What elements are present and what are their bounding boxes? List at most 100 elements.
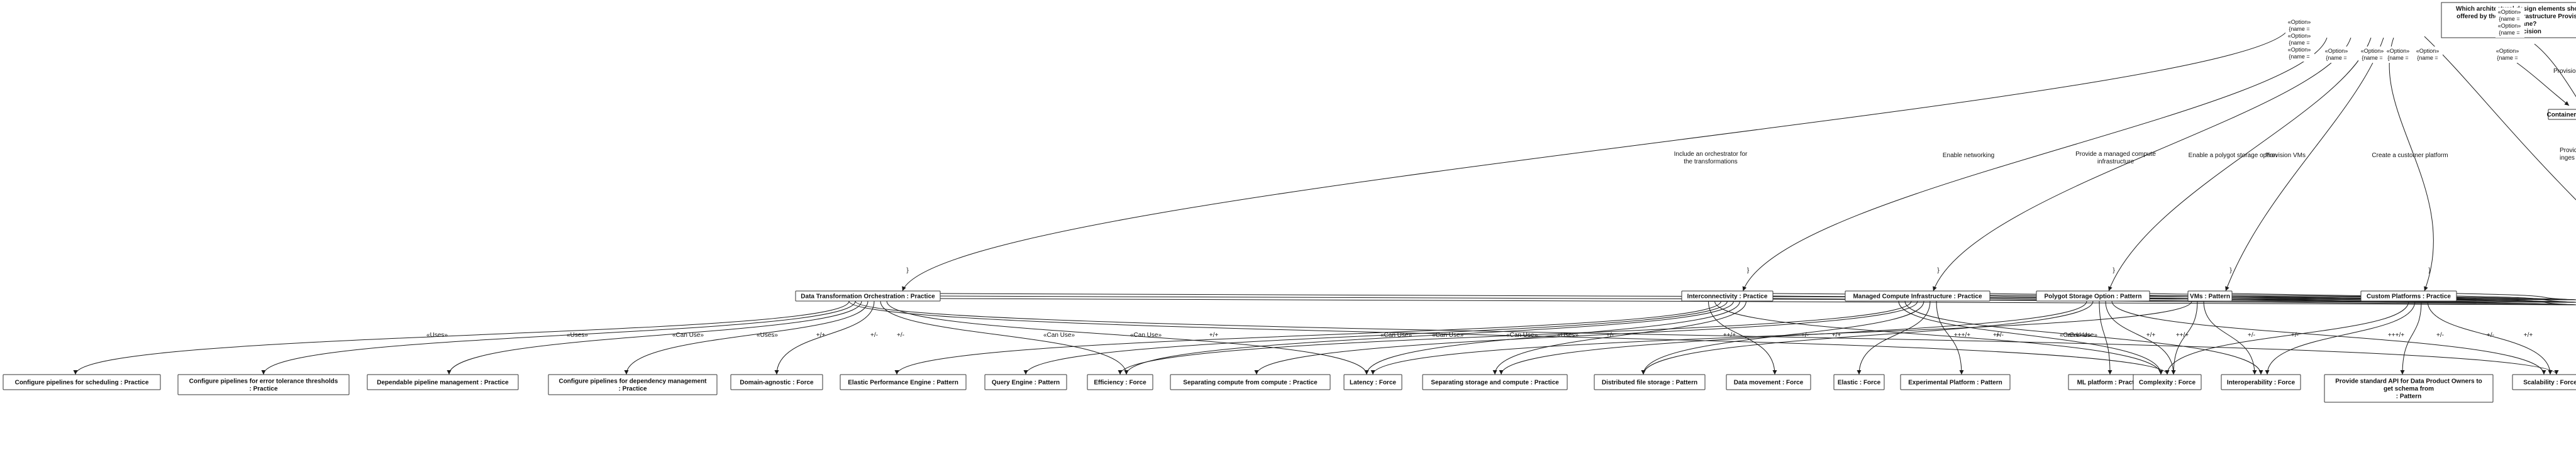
- bottom-node-configure-pipelines-for-scheduling-practice[interactable]: Configure pipelines for scheduling : Pra…: [3, 374, 161, 390]
- relation-edge: [2165, 300, 2409, 375]
- relation-edge: [2265, 300, 2416, 375]
- relation-label: +/-: [1993, 332, 2001, 339]
- relation-edge: [2099, 300, 2112, 375]
- option-tag: «Option»{name =«Option»{name =«Option»{n…: [2285, 18, 2314, 62]
- option-edge-label: Provide a managed compute: [2075, 151, 2156, 158]
- option-edge-label: Include an orchestrator for: [1674, 151, 1748, 158]
- option-edge-label: Create a customer platform: [2372, 152, 2448, 159]
- bottom-node-interoperability-force[interactable]: Interoperability : Force: [2221, 374, 2301, 390]
- relation-edge: [1936, 300, 1964, 375]
- option-edge-label: Provision a container: [2553, 68, 2576, 75]
- bottom-node-distributed-file-storage-pattern[interactable]: Distributed file storage : Pattern: [1594, 374, 1706, 390]
- bottom-node-data-movement-force-box: [1726, 374, 1811, 390]
- bottom-node-scalability-force[interactable]: Scalability : Force: [2512, 374, 2576, 390]
- mid-node-interconnectivity-practice[interactable]: Interconnectivity : Practice: [1681, 290, 1774, 302]
- relation-edge: [880, 300, 1129, 375]
- bottom-node-separating-storage-and-compute-practice-label: Separating storage and compute : Practic…: [1431, 380, 1559, 387]
- bottom-node-query-engine-pattern-label: Query Engine : Pattern: [992, 380, 1060, 387]
- option-tag-text: {name =: [2289, 53, 2309, 60]
- bottom-node-configure-pipelines-for-dependency-management-practice-label: : Practice: [618, 386, 647, 393]
- mid-node-interconnectivity-practice-label: Interconnectivity : Practice: [1687, 294, 1768, 300]
- relation-edge: [2203, 300, 2257, 375]
- bottom-node-elastic-performance-engine-pattern[interactable]: Elastic Performance Engine : Pattern: [840, 374, 967, 390]
- bottom-node-configure-pipelines-for-error-tolerance-thresholds-practice[interactable]: Configure pipelines for error tolerance …: [177, 374, 350, 395]
- relation-label: «Can Use»: [1432, 332, 1463, 339]
- relation-label: «Uses»: [567, 332, 588, 339]
- bottom-node-interoperability-force-box: [2221, 374, 2301, 390]
- mid-node-data-transformation-orchestration-practice[interactable]: Data Transformation Orchestration : Prac…: [795, 290, 941, 302]
- bottom-node-experimental-platform-pattern[interactable]: Experimental Platform : Pattern: [1900, 374, 2011, 390]
- option-tag-text: {name =: [2362, 55, 2382, 61]
- bottom-node-interoperability-force-label: Interoperability : Force: [2227, 380, 2296, 387]
- mid-node-vms-pattern[interactable]: VMs : Pattern: [2187, 290, 2233, 302]
- mid-node-managed-compute-infrastructure-practice[interactable]: Managed Compute Infrastructure : Practic…: [1845, 290, 1990, 302]
- relation-label: «Can Use»: [1506, 332, 1538, 339]
- bottom-node-configure-pipelines-for-scheduling-practice-label: Configure pipelines for scheduling : Pra…: [15, 380, 149, 387]
- option-edge: [2108, 37, 2372, 292]
- container-registry-node[interactable]: Container Registry : P: [2546, 109, 2576, 120]
- bottom-node-dependable-pipeline-management-practice[interactable]: Dependable pipeline management : Practic…: [367, 374, 519, 390]
- edge-layer: [73, 23, 2576, 375]
- bottom-node-query-engine-pattern-box: [984, 374, 1067, 390]
- bundle-edge: [2456, 298, 2576, 305]
- bottom-node-efficiency-force[interactable]: Efficiency : Force: [1087, 374, 1153, 390]
- bottom-node-separating-storage-and-compute-practice-box: [1422, 374, 1568, 390]
- bottom-node-configure-pipelines-for-error-tolerance-thresholds-practice-label: : Practice: [249, 386, 277, 393]
- bottom-node-complexity-force[interactable]: Complexity : Force: [2133, 374, 2202, 390]
- option-edge-label: the transformations: [1684, 158, 1738, 165]
- mid-node-managed-compute-infrastructure-practice-label: Managed Compute Infrastructure : Practic…: [1853, 294, 1982, 300]
- relation-label: +/-: [870, 332, 878, 339]
- option-tag-text: «Option»: [2416, 48, 2440, 54]
- relation-label: +/-: [1801, 332, 1809, 339]
- bottom-node-ml-platform-practice[interactable]: ML platform : Practice: [2068, 374, 2152, 390]
- mid-node-polygot-storage-option-pattern[interactable]: Polygot Storage Option : Pattern: [2036, 290, 2150, 302]
- relation-edge: [2400, 300, 2422, 375]
- relation-label: +/-: [2436, 332, 2444, 339]
- bundle-edge: [2456, 295, 2576, 303]
- bottom-node-configure-pipelines-for-dependency-management-practice[interactable]: Configure pipelines for dependency manag…: [548, 374, 718, 395]
- relation-label: +++/+: [2388, 332, 2404, 339]
- bottom-node-latency-force[interactable]: Latency : Force: [1343, 374, 1402, 390]
- bottom-node-dependable-pipeline-management-practice-label: Dependable pipeline management : Practic…: [377, 380, 509, 387]
- relation-edge: [1499, 300, 2087, 375]
- brace-mark: }: [2229, 267, 2232, 274]
- bottom-node-data-movement-force[interactable]: Data movement : Force: [1726, 374, 1811, 390]
- option-edge: [902, 27, 2290, 292]
- bottom-node-elastic-force[interactable]: Elastic : Force: [1833, 374, 1885, 390]
- bottom-node-provide-standard-api-for-data-product-owners-to-get-schema-from-pattern[interactable]: Provide standard API for Data Product Ow…: [2324, 374, 2494, 403]
- mid-node-custom-platforms-practice-box: [2360, 290, 2457, 302]
- relation-label: «Can Use»: [672, 332, 704, 339]
- option-edge: [2225, 37, 2384, 292]
- mid-node-vms-pattern-box: [2187, 290, 2233, 302]
- mid-node-custom-platforms-practice[interactable]: Custom Platforms : Practice: [2360, 290, 2457, 302]
- relation-edge: [1364, 300, 1740, 375]
- bottom-node-configure-pipelines-for-dependency-management-practice-box: [548, 374, 718, 395]
- bottom-node-elastic-force-label: Elastic : Force: [1838, 380, 1881, 387]
- relation-edge: [2105, 300, 2176, 375]
- bottom-node-separating-compute-from-compute-practice[interactable]: Separating compute from compute : Practi…: [1170, 374, 1331, 390]
- relation-label: «Uses»: [426, 332, 448, 339]
- mid-node-custom-platforms-practice-label: Custom Platforms : Practice: [2367, 294, 2451, 300]
- brace-mark: }: [906, 267, 909, 274]
- bottom-node-provide-standard-api-for-data-product-owners-to-get-schema-from-pattern-label: Provide standard API for Data Product Ow…: [2335, 378, 2482, 385]
- bottom-node-distributed-file-storage-pattern-box: [1594, 374, 1706, 390]
- container-registry-node-label: Container Registry : P: [2546, 112, 2576, 119]
- bottom-node-domain-agnostic-force[interactable]: Domain-agnostic : Force: [730, 374, 823, 390]
- relation-label: +/-: [2487, 332, 2494, 339]
- bottom-node-configure-pipelines-for-dependency-management-practice-label: Configure pipelines for dependency manag…: [558, 378, 707, 385]
- option-tag: «Option»{name =«Option»{name =: [2496, 8, 2524, 38]
- relation-edge: [624, 300, 869, 375]
- relation-label: «Can Use»: [2066, 332, 2097, 339]
- bottom-node-query-engine-pattern[interactable]: Query Engine : Pattern: [984, 374, 1067, 390]
- bottom-node-separating-storage-and-compute-practice[interactable]: Separating storage and compute : Practic…: [1422, 374, 1568, 390]
- brace-mark: }: [1747, 267, 1750, 274]
- bottom-node-complexity-force-box: [2133, 374, 2202, 390]
- bottom-node-separating-compute-from-compute-practice-label: Separating compute from compute : Practi…: [1183, 380, 1318, 387]
- relation-edge: [2171, 300, 2198, 375]
- option-edge-label: Enable a polygot storage option: [2189, 152, 2277, 159]
- option-tag: «Option»{name =: [2358, 47, 2387, 63]
- option-edge: [2516, 62, 2570, 106]
- bottom-node-complexity-force-label: Complexity : Force: [2139, 380, 2196, 387]
